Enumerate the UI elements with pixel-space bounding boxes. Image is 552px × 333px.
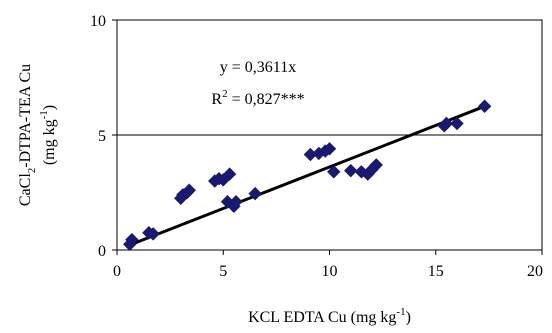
data-point-3 (146, 227, 160, 241)
data-point-7 (182, 183, 196, 197)
y-axis-label-line1-pre: CaCl (17, 173, 34, 206)
r-squared-post: = 0,827*** (228, 91, 305, 108)
y-tick-label-10: 10 (90, 13, 106, 30)
data-point-15 (248, 186, 262, 201)
data-point-1 (125, 232, 139, 247)
y-axis-label-line2: (mg kg-1) (38, 105, 58, 165)
r-squared-pre: R (211, 91, 222, 108)
equation-label: y = 0,3611x (220, 59, 296, 76)
y-axis-label-line1-post: -DTPA-TEA Cu (17, 64, 34, 168)
x-tick-label-0: 0 (113, 263, 121, 280)
x-tick-label-5: 5 (219, 263, 227, 280)
data-point-28 (450, 116, 464, 131)
y-tick-label-0: 0 (98, 243, 106, 260)
x-axis-label-post: ) (406, 309, 411, 326)
r-squared-sup: 2 (222, 88, 228, 100)
y-axis-label-line2-sup: -1 (38, 110, 50, 119)
data-point-19 (322, 142, 337, 156)
y-axis-label-line1-sub: 2 (26, 168, 38, 174)
y-tick-label-5: 5 (98, 128, 106, 145)
x-axis-label-pre: KCL EDTA Cu (mg kg (248, 309, 396, 326)
x-tick-label-10: 10 (322, 263, 338, 280)
data-point-27 (439, 116, 454, 131)
y-axis-label-line1: CaCl2-DTPA-TEA Cu (17, 64, 38, 206)
x-tick-label-15: 15 (428, 263, 444, 280)
x-axis-label-sup: -1 (396, 306, 405, 318)
x-axis-label: KCL EDTA Cu (mg kg-1) (248, 306, 411, 326)
y-axis-label-line2-post: ) (41, 105, 58, 110)
x-tick-label-20: 20 (527, 263, 543, 280)
regression-line (129, 104, 486, 247)
data-point-21 (344, 163, 358, 178)
data-point-25 (369, 158, 383, 172)
data-point-20 (327, 165, 341, 179)
data-point-11 (222, 167, 237, 181)
data-point-14 (229, 194, 243, 209)
data-points (123, 99, 492, 251)
data-point-29 (477, 99, 492, 113)
r-squared-label: R2 = 0,827*** (211, 88, 304, 108)
y-axis-label-line2-pre: (mg kg (41, 119, 58, 165)
